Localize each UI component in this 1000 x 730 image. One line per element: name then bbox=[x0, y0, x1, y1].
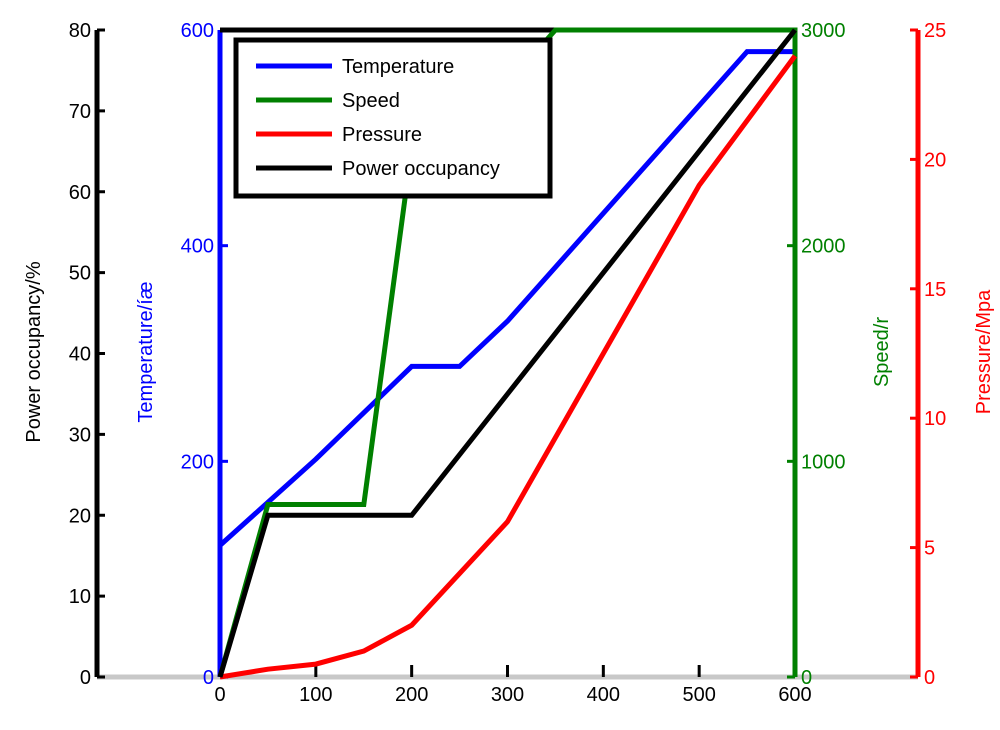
legend: Temperature Speed Pressure Power occupancy bbox=[233, 37, 553, 199]
legend-label: Power occupancy bbox=[342, 158, 500, 180]
speed-tick-label: 0 bbox=[801, 667, 812, 689]
power-tick-label: 60 bbox=[69, 182, 91, 204]
legend-label: Pressure bbox=[342, 124, 422, 146]
power-tick-label: 0 bbox=[80, 667, 91, 689]
speed-tick-label: 3000 bbox=[801, 20, 846, 42]
x-tick-label: 100 bbox=[299, 684, 332, 706]
x-tick-label: 300 bbox=[491, 684, 524, 706]
speed-axis-title: Speed/r bbox=[871, 317, 893, 387]
pressure-tick-label: 25 bbox=[924, 20, 946, 42]
x-tick-label: 0 bbox=[214, 684, 225, 706]
power-tick-label: 70 bbox=[69, 101, 91, 123]
power-tick-label: 50 bbox=[69, 263, 91, 285]
power-tick-label: 20 bbox=[69, 505, 91, 527]
pressure-tick-label: 20 bbox=[924, 149, 946, 171]
temperature-axis-title: Temperature/íæ bbox=[135, 281, 157, 422]
temperature-tick-label: 600 bbox=[181, 20, 214, 42]
series-pressure-line bbox=[219, 54, 798, 680]
pressure-tick-label: 15 bbox=[924, 279, 946, 301]
speed-tick-label: 2000 bbox=[801, 236, 846, 258]
temperature-tick-label: 0 bbox=[203, 667, 214, 689]
pressure-tick-label: 5 bbox=[924, 538, 935, 560]
power-tick-label: 10 bbox=[69, 586, 91, 608]
temperature-tick-label: 400 bbox=[181, 236, 214, 258]
series-power-occupancy-line bbox=[217, 28, 797, 678]
temperature-tick-label: 200 bbox=[181, 451, 214, 473]
speed-tick-label: 1000 bbox=[801, 451, 846, 473]
power-tick-label: 40 bbox=[69, 344, 91, 366]
power-tick-label: 80 bbox=[69, 20, 91, 42]
series-temperature-line bbox=[218, 49, 795, 548]
pressure-tick-label: 0 bbox=[924, 667, 935, 689]
x-tick-label: 600 bbox=[778, 684, 811, 706]
x-tick-label: 200 bbox=[395, 684, 428, 706]
legend-label: Speed bbox=[342, 90, 400, 112]
pressure-axis-title: Pressure/Mpa bbox=[973, 289, 995, 414]
axes-layer: 0 100 200 300 400 500 600010203040506070800200… bbox=[23, 20, 995, 706]
x-tick-label: 400 bbox=[587, 684, 620, 706]
x-tick-label: 500 bbox=[682, 684, 715, 706]
pressure-tick-label: 10 bbox=[924, 408, 946, 430]
power-axis-title: Power occupancy/% bbox=[23, 261, 45, 442]
legend-label: Temperature bbox=[342, 56, 454, 78]
power-tick-label: 30 bbox=[69, 424, 91, 446]
